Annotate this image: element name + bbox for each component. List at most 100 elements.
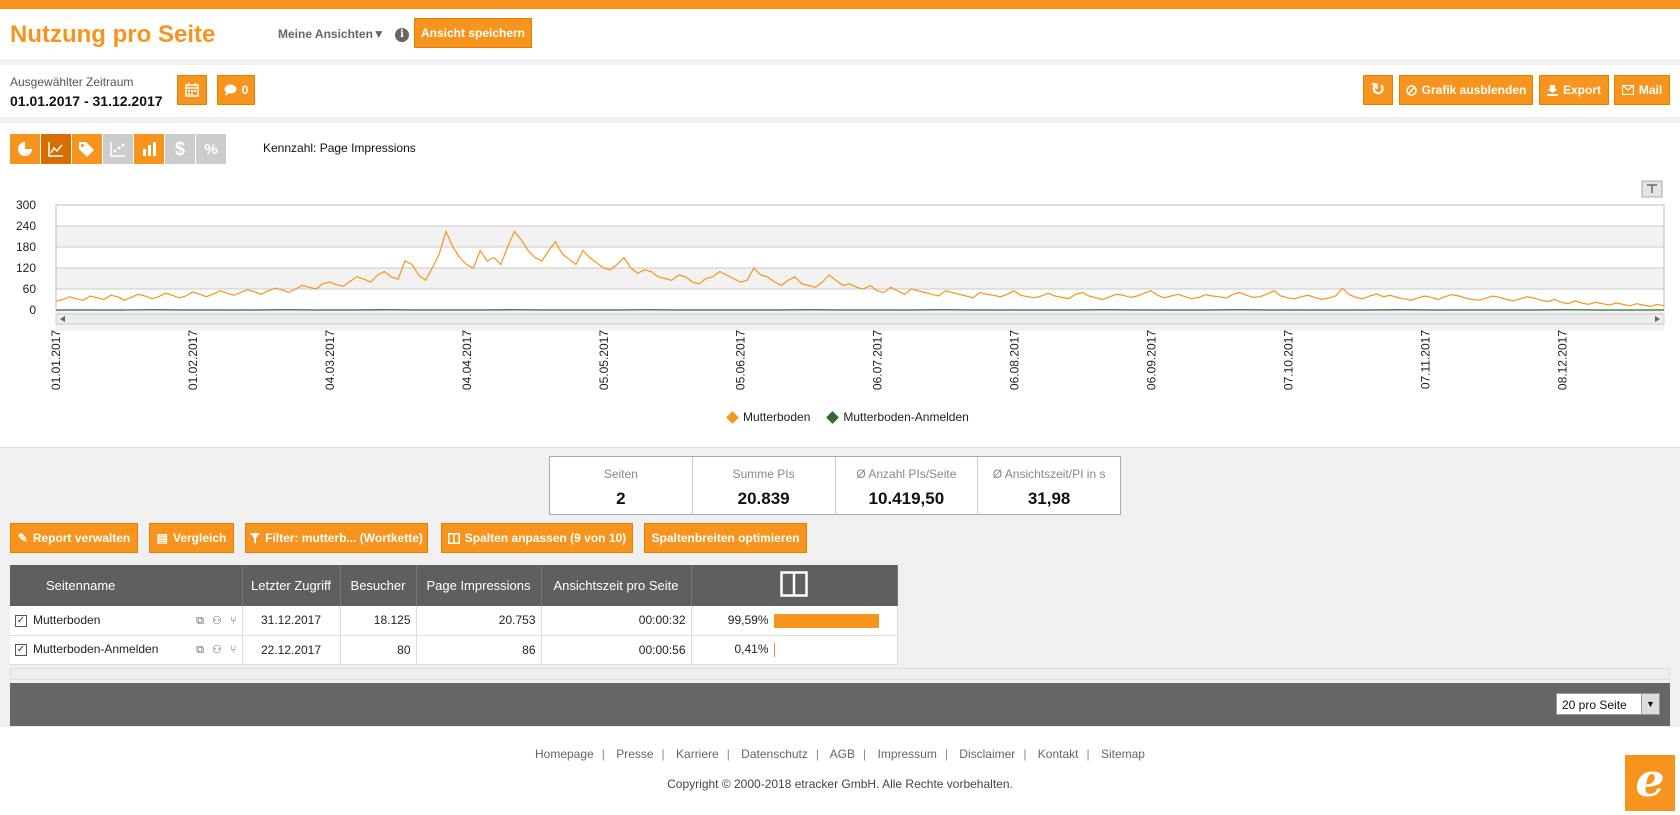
calendar-button[interactable] bbox=[177, 75, 207, 105]
path-icon[interactable]: ⑂ bbox=[229, 644, 237, 656]
export-button[interactable]: Export bbox=[1539, 75, 1609, 105]
my-views-dropdown[interactable]: Meine Ansichten▼ bbox=[278, 27, 385, 41]
kpi-value: 2 bbox=[616, 489, 626, 508]
table-row[interactable]: ✓ Mutterboden ⧉ ⚇ ⑂ 31.12.2017 18.125 20.753… bbox=[10, 606, 898, 636]
etracker-logo: e bbox=[1625, 755, 1675, 811]
column-header[interactable]: Letzter Zugriff bbox=[242, 565, 341, 606]
footer-link[interactable]: AGB bbox=[829, 747, 856, 761]
y-tick-label: 240 bbox=[16, 219, 36, 233]
hide-icon bbox=[1405, 84, 1417, 96]
optimize-widths-label: Spaltenbreiten optimieren bbox=[651, 531, 800, 545]
table-horizontal-scrollbar[interactable] bbox=[10, 668, 1670, 680]
row-checkbox[interactable]: ✓ bbox=[15, 614, 27, 627]
x-tick-label: 07.10.2017 bbox=[1282, 330, 1296, 390]
plot-border bbox=[55, 204, 1665, 311]
per-page-select[interactable]: 20 pro Seite ▼ bbox=[1556, 693, 1660, 715]
percent-button[interactable]: % bbox=[196, 134, 226, 164]
footer-link[interactable]: Disclaimer bbox=[959, 747, 1016, 761]
sitemap-icon[interactable]: ⚇ bbox=[212, 614, 222, 627]
filter-icon bbox=[250, 532, 261, 544]
path-icon[interactable]: ⑂ bbox=[229, 614, 237, 627]
kpi-label: Ø Ansichtszeit/PI in s bbox=[992, 467, 1106, 481]
x-tick-label: 08.12.2017 bbox=[1555, 330, 1569, 390]
kpi-box: Seiten 2 bbox=[550, 457, 693, 514]
copyright: Copyright © 2000-2018 etracker GmbH. All… bbox=[667, 777, 1013, 791]
share-bar bbox=[773, 613, 880, 628]
grid-band bbox=[56, 268, 1664, 289]
page-title: Nutzung pro Seite bbox=[10, 21, 216, 48]
filter-button[interactable]: Filter: mutterb... (Wortkette) bbox=[245, 523, 428, 553]
data-table: Seitenname Letzter Zugriff Besucher Page… bbox=[10, 565, 898, 665]
columns-label: Spalten anpassen (9 von 10) bbox=[464, 531, 627, 545]
footer-link[interactable]: Kontakt bbox=[1037, 747, 1079, 761]
bar-chart-button[interactable] bbox=[134, 134, 164, 164]
refresh-icon: ↻ bbox=[1370, 80, 1386, 99]
info-icon[interactable]: i bbox=[395, 28, 409, 42]
x-tick-label: 04.03.2017 bbox=[323, 330, 337, 390]
footer-links: Homepage | Presse | Karriere | Datenschutz |… bbox=[535, 747, 1145, 761]
column-header[interactable]: Ansichtszeit pro Seite bbox=[541, 565, 692, 606]
x-tick-label: 06.08.2017 bbox=[1008, 330, 1022, 390]
pagination-bar: 20 pro Seite ▼ bbox=[10, 683, 1670, 726]
x-tick-label: 07.11.2017 bbox=[1418, 330, 1432, 389]
compare-icon: ▤ bbox=[156, 531, 168, 545]
view-time-cell: 00:00:56 bbox=[541, 635, 692, 665]
external-link-icon[interactable]: ⧉ bbox=[196, 614, 205, 627]
column-header[interactable]: Besucher bbox=[340, 565, 417, 606]
hide-chart-button[interactable]: Grafik ausblenden bbox=[1399, 75, 1533, 105]
sitemap-icon[interactable]: ⚇ bbox=[212, 644, 222, 656]
save-view-label: Ansicht speichern bbox=[420, 26, 526, 40]
save-view-button[interactable]: Ansicht speichern bbox=[414, 18, 532, 48]
footer-link[interactable]: Homepage bbox=[535, 747, 594, 761]
column-layout-icon bbox=[780, 571, 808, 597]
comments-button[interactable]: 0 bbox=[217, 75, 255, 105]
kpi-label: Seiten bbox=[603, 467, 638, 481]
bar-chart-icon bbox=[143, 142, 156, 156]
comment-count: 0 bbox=[241, 83, 249, 97]
visitors-cell: 18.125 bbox=[340, 606, 417, 636]
per-page-value: 20 pro Seite bbox=[1562, 698, 1627, 712]
period-value: 01.01.2017 - 31.12.2017 bbox=[10, 93, 163, 109]
kpi-value: 10.419,50 bbox=[868, 489, 945, 508]
dollar-icon: $ bbox=[174, 138, 185, 159]
table-row[interactable]: ✓ Mutterboden-Anmelden ⧉ ⚇ ⑂ 22.12.2017 80 8… bbox=[10, 635, 898, 665]
column-header[interactable]: Page Impressions bbox=[416, 565, 542, 606]
legend-item[interactable]: Mutterboden bbox=[726, 410, 810, 425]
mail-button[interactable]: Mail bbox=[1614, 75, 1670, 105]
footer-link[interactable]: Karriere bbox=[676, 747, 719, 761]
footer-link[interactable]: Presse bbox=[616, 747, 654, 761]
manage-report-button[interactable]: ✎ Report verwalten bbox=[10, 523, 138, 553]
chart-legend: Mutterboden Mutterboden-Anmelden bbox=[726, 410, 969, 425]
refresh-button[interactable]: ↻ bbox=[1363, 75, 1393, 105]
compare-button[interactable]: ▤ Vergleich bbox=[149, 523, 234, 553]
row-checkbox[interactable]: ✓ bbox=[15, 643, 27, 656]
footer-link[interactable]: Datenschutz bbox=[741, 747, 808, 761]
footer-link[interactable]: Impressum bbox=[877, 747, 937, 761]
kpi-box: Ø Anzahl PIs/Seite 10.419,50 bbox=[836, 457, 979, 514]
currency-button[interactable]: $ bbox=[165, 134, 195, 164]
column-header[interactable]: Seitenname bbox=[10, 565, 243, 606]
page-name: Mutterboden-Anmelden bbox=[33, 642, 159, 656]
legend-item[interactable]: Mutterboden-Anmelden bbox=[826, 410, 969, 425]
x-tick-label: 04.04.2017 bbox=[460, 330, 474, 390]
filter-label: Filter: mutterb... (Wortkette) bbox=[265, 531, 423, 545]
footer-link[interactable]: Sitemap bbox=[1100, 747, 1145, 761]
external-link-icon[interactable]: ⧉ bbox=[196, 644, 205, 656]
share-value: 99,59% bbox=[727, 612, 769, 627]
last-access-cell: 31.12.2017 bbox=[242, 606, 341, 636]
pie-chart-button[interactable] bbox=[10, 134, 40, 164]
page-name-cell: ✓ Mutterboden ⧉ ⚇ ⑂ bbox=[10, 606, 243, 636]
page-header: Nutzung pro Seite Meine Ansichten▼ i Ans… bbox=[0, 9, 1680, 59]
pie-chart-icon bbox=[18, 142, 32, 156]
line-chart-button[interactable] bbox=[41, 134, 71, 164]
scatter-chart-button[interactable] bbox=[103, 134, 133, 164]
tag-button[interactable] bbox=[72, 134, 102, 164]
optimize-widths-button[interactable]: Spaltenbreiten optimieren bbox=[644, 523, 807, 553]
calendar-icon bbox=[185, 83, 199, 97]
table-header-row: Seitenname Letzter Zugriff Besucher Page… bbox=[10, 565, 898, 606]
column-toggle-header[interactable] bbox=[691, 565, 898, 606]
compare-label: Vergleich bbox=[172, 531, 227, 545]
columns-button[interactable]: Spalten anpassen (9 von 10) bbox=[441, 523, 633, 553]
chevron-down-icon: ▼ bbox=[1641, 694, 1659, 714]
page-name: Mutterboden bbox=[33, 612, 101, 627]
